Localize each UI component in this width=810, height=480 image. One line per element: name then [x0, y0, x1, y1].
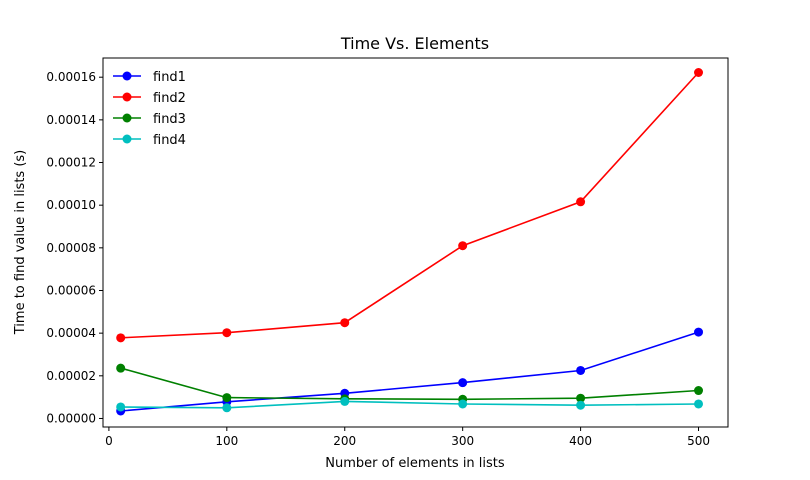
legend-marker-find2 — [122, 92, 132, 102]
data-point-find1 — [458, 378, 468, 388]
x-tick-label: 400 — [569, 434, 592, 448]
data-point-find2 — [576, 197, 586, 207]
legend-label-find1: find1 — [153, 70, 186, 85]
series-find4 — [116, 396, 704, 413]
x-tick-label: 500 — [687, 434, 710, 448]
series-layer — [116, 68, 704, 416]
legend: find1 find2 find3 find4 — [113, 70, 186, 148]
data-point-find2 — [222, 328, 232, 338]
series-line-find2 — [120, 71, 700, 339]
data-point-find1 — [576, 365, 586, 375]
legend-marker-find3 — [122, 113, 132, 123]
y-tick-label: 0.00006 — [46, 283, 96, 297]
y-axis-label: Time to find value in lists (s) — [13, 150, 28, 335]
data-point-find2 — [340, 318, 350, 328]
x-tick-label: 300 — [451, 434, 474, 448]
legend-label-find4: find4 — [153, 133, 186, 148]
data-point-find3 — [694, 386, 704, 396]
y-tick-label: 0.00004 — [46, 326, 96, 340]
data-point-find4 — [116, 402, 126, 412]
x-tick-label: 200 — [333, 434, 356, 448]
data-point-find2 — [458, 241, 468, 251]
y-tick-label: 0.00008 — [46, 241, 96, 255]
data-point-find3 — [576, 393, 586, 403]
data-point-find4 — [222, 403, 232, 413]
data-point-find3 — [116, 363, 126, 373]
data-point-find4 — [576, 400, 586, 410]
legend-label-find3: find3 — [153, 112, 186, 127]
data-point-find1 — [694, 327, 704, 337]
x-tick-label: 100 — [215, 434, 238, 448]
legend-label-find2: find2 — [153, 91, 186, 106]
x-axis-label: Number of elements in lists — [325, 456, 505, 471]
plot-area-frame — [102, 57, 729, 428]
y-axis: 0.00000 0.00002 0.00004 0.00006 0.00008 0.000… — [46, 70, 103, 425]
y-tick-label: 0.00012 — [46, 156, 96, 170]
legend-item-find1: find1 — [113, 70, 186, 85]
series-line-find3 — [120, 367, 699, 401]
y-tick-label: 0.00016 — [46, 70, 96, 84]
data-point-find3 — [222, 393, 232, 403]
legend-item-find3: find3 — [113, 112, 186, 127]
data-point-find2 — [116, 333, 126, 343]
legend-marker-find4 — [122, 134, 132, 144]
data-point-find4 — [340, 396, 350, 406]
series-find3 — [116, 363, 704, 404]
x-tick-label: 0 — [105, 434, 113, 448]
data-point-find2 — [694, 68, 704, 78]
chart-title: Time Vs. Elements — [340, 34, 489, 53]
y-tick-label: 0.00010 — [46, 198, 96, 212]
y-tick-label: 0.00000 — [46, 411, 96, 425]
series-line-find1 — [120, 331, 699, 412]
legend-marker-find1 — [122, 71, 132, 81]
x-axis: 0 100 200 300 400 500 — [105, 427, 710, 448]
legend-item-find2: find2 — [113, 91, 186, 106]
y-tick-label: 0.00002 — [46, 369, 96, 383]
y-tick-label: 0.00014 — [46, 113, 96, 127]
series-find2 — [116, 68, 704, 343]
series-line-find4 — [120, 400, 699, 409]
data-point-find4 — [694, 399, 704, 409]
legend-item-find4: find4 — [113, 133, 186, 148]
data-point-find4 — [458, 399, 468, 409]
